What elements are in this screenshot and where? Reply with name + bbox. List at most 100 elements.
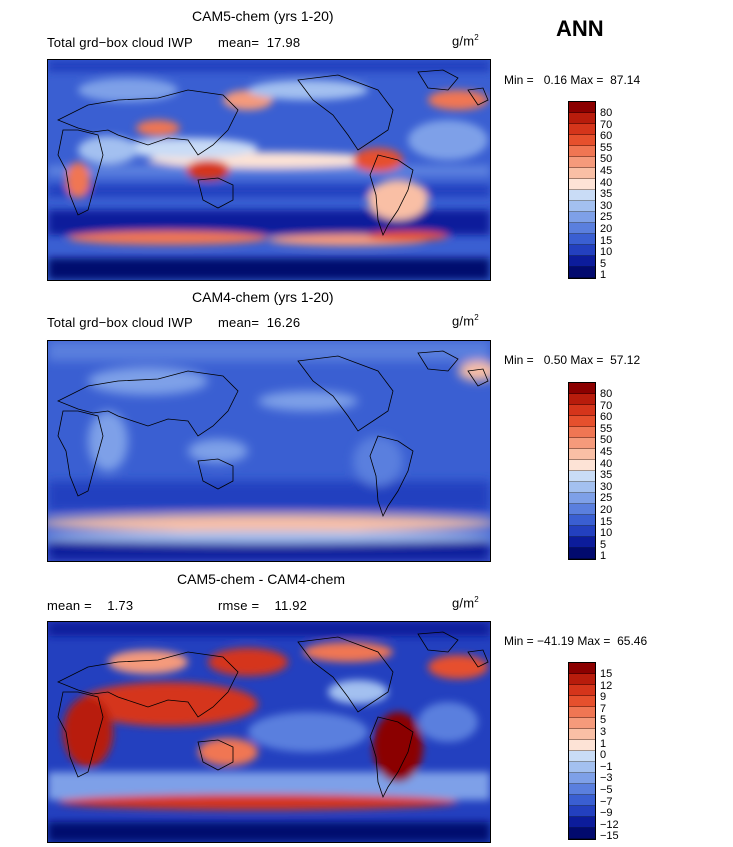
colorbar-level-label: 50 <box>600 434 613 447</box>
colorbar-level-label: 35 <box>600 188 613 201</box>
mean-value: 17.98 <box>266 35 301 50</box>
colorbar-diff <box>568 662 596 840</box>
colorbar-swatch <box>569 537 595 548</box>
colorbar-swatch <box>569 762 595 773</box>
colorbar-level-label: −15 <box>600 830 619 843</box>
colorbar-level-label: 5 <box>600 257 607 270</box>
colorbar-swatch <box>569 438 595 449</box>
colorbar-swatch <box>569 773 595 784</box>
units-label: g/m2 <box>452 595 479 611</box>
colorbar-swatch <box>569 784 595 795</box>
colorbar-level-label: 20 <box>600 503 613 516</box>
colorbar-swatch <box>569 828 595 839</box>
colorbar-level-label: 80 <box>600 107 613 119</box>
colorbar-swatch <box>569 124 595 135</box>
colorbar-swatch <box>569 416 595 427</box>
colorbar-swatch <box>569 267 595 278</box>
colorbar-level-label: 7 <box>600 702 607 715</box>
colorbar-level-label: 15 <box>600 234 613 247</box>
min-value: −41.19 <box>537 634 575 648</box>
colorbar-swatch <box>569 740 595 751</box>
colorbar-swatch <box>569 234 595 245</box>
colorbar-swatch <box>569 817 595 828</box>
panel-title: CAM4-chem (yrs 1-20) <box>192 289 334 305</box>
mean-label: mean= 17.98 <box>218 35 301 50</box>
colorbar-level-label: 1 <box>600 269 607 282</box>
colorbar-level-label: 15 <box>600 515 613 528</box>
colorbar-level-label: 15 <box>600 668 613 680</box>
rmse-label: rmse = 11.92 <box>218 598 308 613</box>
colorbar-level-label: 10 <box>600 527 613 540</box>
colorbar-level-label: 45 <box>600 164 613 177</box>
colorbar-swatch <box>569 201 595 212</box>
colorbar-swatch <box>569 168 595 179</box>
panel-subtitle: Total grd−box cloud IWP <box>47 315 193 330</box>
colorbar-level-label: −7 <box>600 795 613 808</box>
min-value: 0.16 <box>543 73 568 87</box>
mean-label: mean = 1.73 <box>47 598 134 613</box>
colorbar-swatch <box>569 806 595 817</box>
colorbar-level-label: 0 <box>600 749 607 762</box>
colorbar-level-label: 9 <box>600 691 607 704</box>
colorbar-level-label: 5 <box>600 714 607 727</box>
mean-value: 1.73 <box>107 598 134 613</box>
colorbar-swatch <box>569 113 595 124</box>
colorbar-swatch <box>569 223 595 234</box>
colorbar-level-label: 40 <box>600 176 613 189</box>
map-cam4 <box>47 340 491 562</box>
map-cam5 <box>47 59 491 281</box>
colorbar-swatch <box>569 751 595 762</box>
colorbar-level-label: −12 <box>600 818 619 831</box>
colorbar-cam5 <box>568 101 596 279</box>
colorbar-level-label: 80 <box>600 388 613 400</box>
colorbar-level-label: 20 <box>600 222 613 235</box>
colorbar-swatch <box>569 256 595 267</box>
colorbar-level-label: 25 <box>600 492 613 505</box>
mean-label: mean= 16.26 <box>218 315 301 330</box>
colorbar-swatch <box>569 449 595 460</box>
colorbar-swatch <box>569 212 595 223</box>
colorbar-level-label: −1 <box>600 760 613 773</box>
colorbar-level-label: 12 <box>600 679 613 692</box>
colorbar-swatch <box>569 135 595 146</box>
colorbar-level-label: 50 <box>600 153 613 166</box>
min-max-readout: Min = 0.50 Max = 57.12 <box>504 353 641 367</box>
colorbar-level-label: 45 <box>600 445 613 458</box>
max-value: 87.14 <box>610 73 641 87</box>
colorbar-swatch <box>569 674 595 685</box>
colorbar-swatch <box>569 729 595 740</box>
min-value: 0.50 <box>543 353 568 367</box>
colorbar-swatch <box>569 405 595 416</box>
colorbar-level-label: 70 <box>600 118 613 131</box>
colorbar-level-label: 40 <box>600 457 613 470</box>
colorbar-labels-cam4: 80 70 60 55 50 45 40 35 30 25 20 15 10 5 1 <box>600 388 613 563</box>
colorbar-level-label: 30 <box>600 480 613 493</box>
colorbar-level-label: 5 <box>600 538 607 551</box>
colorbar-swatch <box>569 696 595 707</box>
colorbar-swatch <box>569 515 595 526</box>
colorbar-swatch <box>569 685 595 696</box>
colorbar-level-label: 55 <box>600 422 613 435</box>
colorbar-swatch <box>569 548 595 559</box>
colorbar-swatch <box>569 179 595 190</box>
panel-title: CAM5-chem - CAM4-chem <box>177 571 346 587</box>
max-value: 65.46 <box>617 634 648 648</box>
colorbar-level-label: 3 <box>600 725 607 738</box>
colorbar-swatch <box>569 245 595 256</box>
colorbar-swatch <box>569 102 595 113</box>
panel-subtitle: Total grd−box cloud IWP <box>47 35 193 50</box>
colorbar-swatch <box>569 526 595 537</box>
min-max-readout: Min = −41.19 Max = 65.46 <box>504 634 648 648</box>
colorbar-swatch <box>569 394 595 405</box>
colorbar-level-label: 70 <box>600 399 613 412</box>
colorbar-labels-diff: 15 12 9 7 5 3 1 0 −1 −3 −5 −7 −9 −12 −15 <box>600 668 619 843</box>
colorbar-cam4 <box>568 382 596 560</box>
colorbar-level-label: 55 <box>600 141 613 154</box>
colorbar-swatch <box>569 718 595 729</box>
rmse-value: 11.92 <box>274 598 308 613</box>
colorbar-swatch <box>569 482 595 493</box>
units-label: g/m2 <box>452 33 479 49</box>
colorbar-swatch <box>569 190 595 201</box>
colorbar-level-label: 1 <box>600 737 607 750</box>
colorbar-swatch <box>569 146 595 157</box>
